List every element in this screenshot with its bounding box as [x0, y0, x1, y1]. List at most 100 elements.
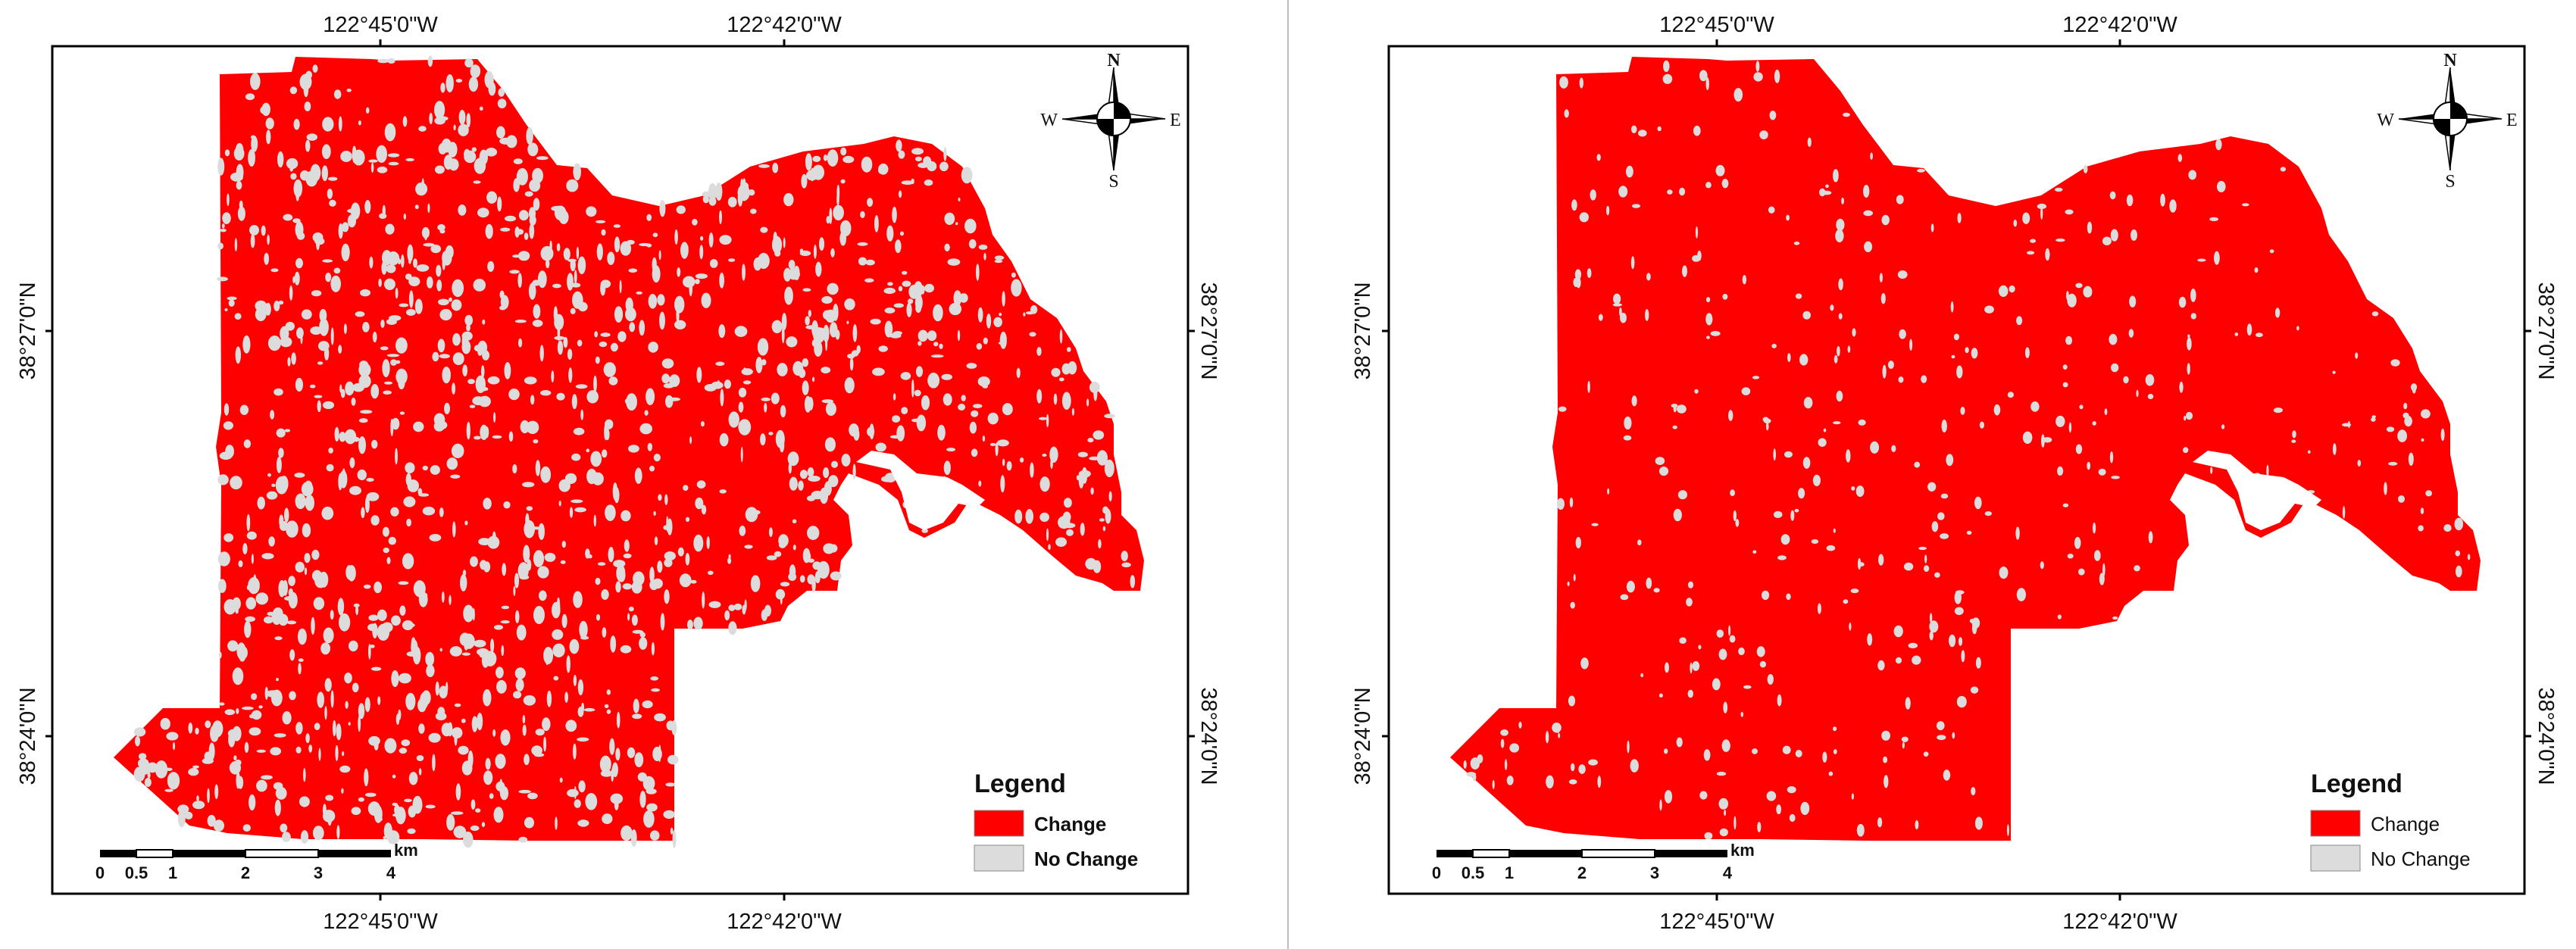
no-change-patch	[524, 816, 535, 829]
no-change-patch	[1567, 581, 1570, 586]
no-change-patch	[526, 420, 539, 434]
no-change-patch	[479, 149, 488, 165]
no-change-patch	[453, 826, 467, 838]
no-change-patch	[449, 595, 452, 605]
no-change-patch	[955, 222, 958, 226]
no-change-patch	[823, 154, 828, 161]
no-change-patch	[364, 697, 370, 713]
no-change-patch	[395, 287, 399, 299]
no-change-patch	[643, 810, 655, 828]
no-change-patch	[1690, 662, 1693, 674]
no-change-patch	[461, 652, 470, 656]
no-change-patch	[299, 796, 310, 807]
no-change-patch	[195, 727, 199, 735]
no-change-patch	[585, 548, 590, 559]
no-change-patch	[996, 439, 1009, 447]
no-change-patch	[602, 449, 608, 458]
no-change-patch	[309, 173, 318, 181]
no-change-patch	[1833, 169, 1839, 183]
no-change-patch	[1588, 759, 1598, 766]
no-change-patch	[663, 810, 675, 819]
no-change-patch	[884, 320, 893, 338]
no-change-patch	[370, 384, 380, 399]
no-change-patch	[1687, 581, 1694, 588]
no-change-patch	[261, 775, 273, 780]
no-change-patch	[425, 651, 435, 666]
no-change-patch	[451, 299, 462, 311]
no-change-patch	[232, 667, 244, 685]
no-change-patch	[368, 159, 378, 163]
no-change-patch	[812, 376, 815, 382]
no-change-patch	[227, 193, 230, 206]
no-change-patch	[1733, 816, 1737, 830]
no-change-patch	[779, 438, 785, 453]
no-change-patch	[672, 829, 677, 848]
no-change-patch	[914, 156, 922, 162]
no-change-patch	[727, 557, 732, 564]
no-change-patch	[1058, 377, 1064, 382]
no-change-patch	[486, 191, 498, 204]
no-change-patch	[680, 242, 689, 259]
no-change-patch	[1881, 730, 1890, 741]
no-change-patch	[609, 738, 615, 755]
no-change-patch	[1724, 810, 1727, 816]
no-change-patch	[580, 409, 584, 420]
no-change-patch	[207, 788, 210, 804]
scale-bar: km 0 0.5 1 2 3 4	[1432, 841, 1755, 882]
no-change-patch	[278, 579, 286, 598]
no-change-patch	[2109, 333, 2118, 345]
no-change-patch	[1606, 205, 1610, 216]
no-change-patch	[1663, 60, 1670, 73]
no-change-patch	[578, 780, 586, 793]
no-change-patch	[728, 621, 737, 635]
no-change-patch	[499, 290, 505, 299]
no-change-patch	[1883, 756, 1888, 763]
no-change-patch	[1915, 819, 1919, 830]
no-change-patch	[246, 585, 250, 590]
no-change-patch	[358, 797, 364, 802]
no-change-patch	[653, 510, 656, 517]
no-change-patch	[999, 312, 1002, 317]
no-change-patch	[449, 297, 452, 302]
no-change-patch	[2291, 439, 2296, 443]
no-change-patch	[461, 331, 473, 341]
no-change-patch	[310, 326, 322, 335]
no-change-patch	[256, 779, 267, 792]
no-change-patch	[537, 270, 547, 289]
no-change-patch	[421, 690, 431, 705]
no-change-patch	[473, 180, 481, 184]
no-change-patch	[577, 819, 589, 827]
no-change-patch	[302, 523, 311, 538]
no-change-patch	[414, 298, 423, 314]
no-change-patch	[236, 164, 244, 181]
no-change-patch	[804, 395, 811, 413]
no-change-patch	[266, 130, 271, 145]
no-change-patch	[728, 258, 736, 262]
no-change-patch	[266, 491, 278, 500]
no-change-patch	[849, 357, 854, 371]
no-change-patch	[414, 204, 419, 210]
no-change-patch	[537, 566, 549, 579]
no-change-patch	[625, 297, 633, 313]
no-change-patch	[501, 605, 510, 610]
no-change-patch	[464, 58, 474, 68]
no-change-patch	[492, 435, 502, 439]
no-change-patch	[971, 448, 978, 457]
no-change-patch	[528, 283, 536, 300]
no-change-patch	[347, 208, 360, 214]
no-change-patch	[2075, 444, 2083, 454]
no-change-patch	[2093, 522, 2096, 534]
no-change-patch	[1771, 343, 1777, 348]
no-change-patch	[685, 517, 690, 522]
no-change-patch	[514, 610, 520, 623]
lon-label-top-1: 122°45'0"W	[323, 13, 438, 37]
no-change-patch	[224, 403, 230, 416]
no-change-patch	[437, 339, 445, 353]
no-change-patch	[563, 336, 568, 348]
no-change-patch	[533, 304, 541, 319]
no-change-patch	[387, 153, 400, 158]
no-change-patch	[892, 415, 901, 423]
no-change-patch	[916, 414, 927, 432]
no-change-patch	[493, 807, 504, 823]
no-change-patch	[268, 536, 275, 547]
